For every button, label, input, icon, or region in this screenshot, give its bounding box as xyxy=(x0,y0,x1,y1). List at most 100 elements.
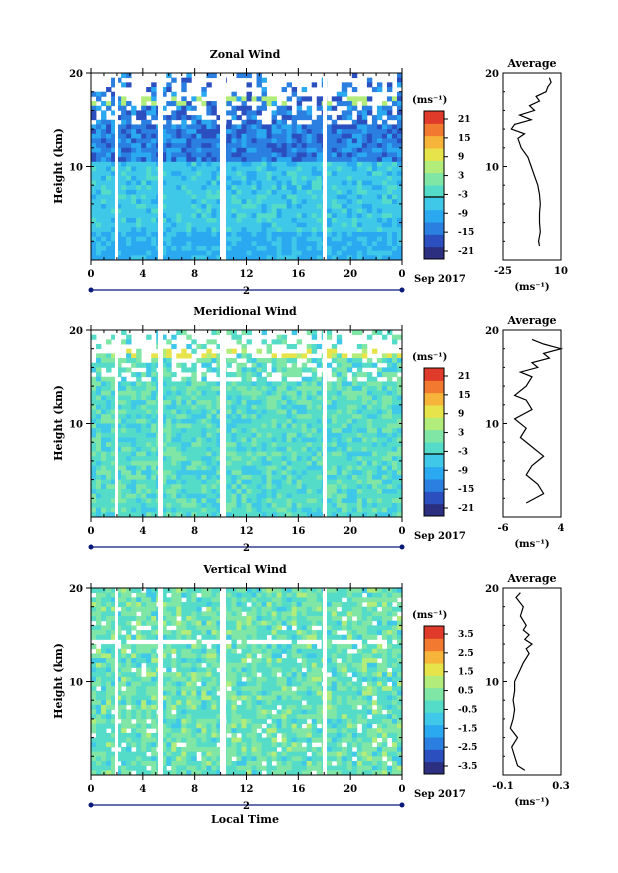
heatmap-cell xyxy=(96,498,102,504)
heatmap-cell xyxy=(131,143,137,149)
heatmap-cell xyxy=(261,611,267,617)
heatmap-cell xyxy=(331,493,338,499)
heatmap-cell xyxy=(146,334,152,340)
heatmap-cell xyxy=(211,465,217,471)
heatmap-cell xyxy=(176,189,182,195)
heatmap-cell xyxy=(346,588,353,594)
heatmap-cell xyxy=(106,245,112,252)
heatmap-cell xyxy=(301,152,308,158)
heatmap-cell xyxy=(311,367,318,373)
heatmap-cell xyxy=(91,456,97,462)
heatmap-cell xyxy=(336,138,343,144)
heatmap-cell xyxy=(301,189,308,195)
heatmap-cell xyxy=(371,498,378,504)
heatmap-cell xyxy=(396,217,402,223)
heatmap-cell xyxy=(351,442,358,448)
heatmap-cell xyxy=(246,502,252,509)
heatmap-cell xyxy=(326,227,333,233)
heatmap-cell xyxy=(206,199,212,205)
heatmap-cell xyxy=(376,147,383,153)
heatmap-cell xyxy=(261,498,267,504)
heatmap-cell xyxy=(336,616,343,622)
heatmap-cell xyxy=(101,227,107,233)
heatmap-cell xyxy=(361,185,368,191)
heatmap-cell xyxy=(161,161,167,167)
heatmap-cell xyxy=(276,470,283,476)
heatmap-cell xyxy=(396,101,402,107)
heatmap-cell xyxy=(396,390,402,396)
heatmap-cell xyxy=(136,493,142,499)
heatmap-cell xyxy=(131,423,137,429)
heatmap-cell xyxy=(96,353,102,359)
heatmap-cell xyxy=(191,124,197,130)
heatmap-cell xyxy=(306,400,313,406)
heatmap-cell xyxy=(306,152,313,158)
heatmap-cell xyxy=(286,470,293,476)
heatmap-cell xyxy=(151,358,157,364)
heatmap-cell xyxy=(361,437,368,443)
heatmap-cell xyxy=(366,602,373,608)
heatmap-cell xyxy=(231,203,237,209)
heatmap-cell xyxy=(146,602,152,608)
heatmap-cell xyxy=(216,465,222,471)
heatmap-cell xyxy=(261,376,267,382)
heatmap-cell xyxy=(341,442,348,448)
heatmap-cell xyxy=(291,245,298,252)
heatmap-cell xyxy=(161,456,167,462)
heatmap-cell xyxy=(226,437,232,443)
heatmap-cell xyxy=(136,203,142,209)
heatmap-cell xyxy=(326,507,333,513)
heatmap-cell xyxy=(236,460,242,466)
heatmap-cell xyxy=(366,493,373,499)
heatmap-cell xyxy=(356,451,363,457)
heatmap-cell xyxy=(226,602,232,608)
colorbar-segment xyxy=(424,442,444,455)
heatmap-cell xyxy=(211,152,217,158)
heatmap-cell xyxy=(151,227,157,233)
heatmap-cell xyxy=(351,185,358,191)
heatmap-cell xyxy=(146,157,152,163)
heatmap-cell xyxy=(386,437,393,443)
heatmap-cell xyxy=(296,442,303,448)
heatmap-cell xyxy=(286,171,293,177)
heatmap-cell xyxy=(331,227,338,233)
heatmap-cell xyxy=(136,208,142,214)
heatmap-cell xyxy=(206,171,212,177)
heatmap-cell xyxy=(291,189,298,195)
heatmap-cell xyxy=(296,465,303,471)
heatmap-cell xyxy=(126,180,132,186)
heatmap-cell xyxy=(146,465,152,471)
heatmap-cell xyxy=(211,189,217,195)
heatmap-cell xyxy=(256,175,262,181)
heatmap-cell xyxy=(291,442,298,448)
heatmap-cell xyxy=(301,362,308,368)
heatmap-cell xyxy=(141,241,147,247)
heatmap-cell xyxy=(246,222,252,228)
heatmap-cell xyxy=(276,432,283,438)
heatmap-cell xyxy=(211,138,217,144)
heatmap-cell xyxy=(171,446,177,452)
heatmap-cell xyxy=(316,143,323,149)
heatmap-cell xyxy=(346,479,353,485)
heatmap-cell xyxy=(331,185,338,191)
heatmap-cell xyxy=(171,231,177,238)
heatmap-cell xyxy=(166,502,172,509)
heatmap-cell xyxy=(281,409,288,415)
heatmap-cell xyxy=(91,161,97,167)
heatmap-cell xyxy=(351,143,358,149)
heatmap-cell xyxy=(301,157,308,163)
heatmap-cell xyxy=(101,493,107,499)
heatmap-cell xyxy=(231,171,237,177)
heatmap-cell xyxy=(186,451,192,457)
heatmap-cell xyxy=(121,418,127,424)
heatmap-cell xyxy=(336,222,343,228)
heatmap-cell xyxy=(206,194,212,200)
heatmap-cell xyxy=(166,119,172,125)
colorbar-tick-label: -3 xyxy=(458,190,468,200)
heatmap-cell xyxy=(96,446,102,452)
heatmap-cell xyxy=(246,488,252,495)
heatmap-cell xyxy=(216,194,222,200)
heatmap-cell xyxy=(181,460,187,466)
heatmap-cell xyxy=(206,208,212,214)
heatmap-cell xyxy=(216,493,222,499)
